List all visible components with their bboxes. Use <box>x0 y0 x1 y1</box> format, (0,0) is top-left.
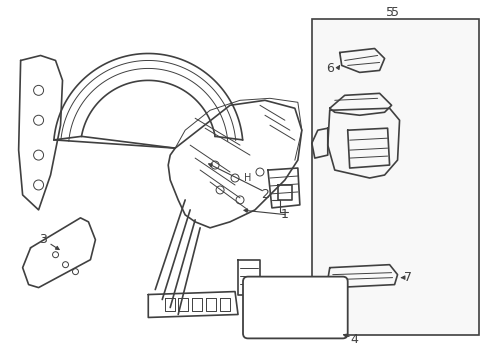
Text: 2: 2 <box>261 188 269 202</box>
Text: 5: 5 <box>386 6 393 19</box>
Text: 4: 4 <box>351 333 359 346</box>
Text: 6: 6 <box>326 62 334 75</box>
FancyBboxPatch shape <box>243 276 348 338</box>
Text: 7: 7 <box>404 271 412 284</box>
Text: 3: 3 <box>39 233 47 246</box>
Bar <box>312 19 479 336</box>
Text: 5: 5 <box>391 6 398 19</box>
Text: H: H <box>245 173 252 183</box>
Text: 1: 1 <box>281 208 289 221</box>
